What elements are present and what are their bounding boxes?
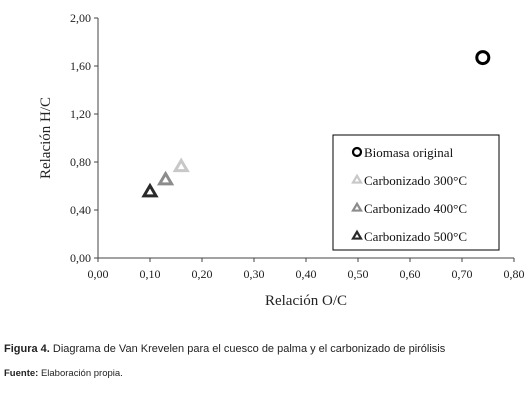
x-tick-label: 0,20 xyxy=(192,267,213,281)
x-tick-label: 0,60 xyxy=(400,267,421,281)
y-axis-title: Relación H/C xyxy=(38,97,54,179)
caption-label: Figura 4. xyxy=(4,343,50,355)
legend: Biomasa original Carbonizado 300°C Carboni… xyxy=(332,134,500,251)
x-tick-label: 0,00 xyxy=(88,267,109,281)
data-point-triangle xyxy=(141,182,159,198)
data-point-triangle xyxy=(156,170,175,186)
data-points xyxy=(141,50,491,198)
source-label: Fuente: xyxy=(4,368,39,379)
legend-triangle-icon xyxy=(351,201,363,212)
caption-text: Diagrama de Van Krevelen para el cuesco … xyxy=(49,343,446,355)
y-tick-label: 0,00 xyxy=(70,251,91,265)
y-tick-label: 0,40 xyxy=(70,203,91,217)
legend-triangle-icon xyxy=(351,229,363,240)
data-point-circle xyxy=(475,50,491,66)
x-tick-label: 0,70 xyxy=(452,267,473,281)
source-text: Elaboración propia. xyxy=(38,368,123,379)
legend-entry-label: Carbonizado 400°C xyxy=(364,201,467,216)
legend-entry-label: Carbonizado 500°C xyxy=(364,229,467,244)
y-tick-label: 1,20 xyxy=(70,107,91,121)
tick-labels: 0,00 0,10 0,20 0,30 0,40 0,50 0,60 0,70 0,80 0,00… xyxy=(70,11,525,281)
x-tick-label: 0,10 xyxy=(140,267,161,281)
legend-entry-label: Carbonizado 300°C xyxy=(364,173,467,188)
y-tick-label: 2,00 xyxy=(70,11,91,25)
x-tick-label: 0,50 xyxy=(348,267,369,281)
legend-circle-icon xyxy=(351,146,363,158)
x-tick-label: 0,30 xyxy=(244,267,265,281)
figure-source: Fuente: Elaboración propia. xyxy=(4,368,123,379)
x-tick-label: 0,80 xyxy=(504,267,525,281)
van-krevelen-chart: 0,00 0,10 0,20 0,30 0,40 0,50 0,60 0,70 0,80 0,00… xyxy=(38,11,525,309)
y-tick-label: 0,80 xyxy=(70,155,91,169)
y-tick-label: 1,60 xyxy=(70,59,91,73)
figure-caption: Figura 4. Diagrama de Van Krevelen para … xyxy=(4,343,445,355)
data-point-triangle xyxy=(172,157,190,173)
x-tick-label: 0,40 xyxy=(296,267,317,281)
legend-entry-label: Biomasa original xyxy=(364,145,454,160)
x-axis-title: Relación O/C xyxy=(265,293,347,309)
legend-triangle-icon xyxy=(351,173,363,184)
axes xyxy=(94,17,515,262)
